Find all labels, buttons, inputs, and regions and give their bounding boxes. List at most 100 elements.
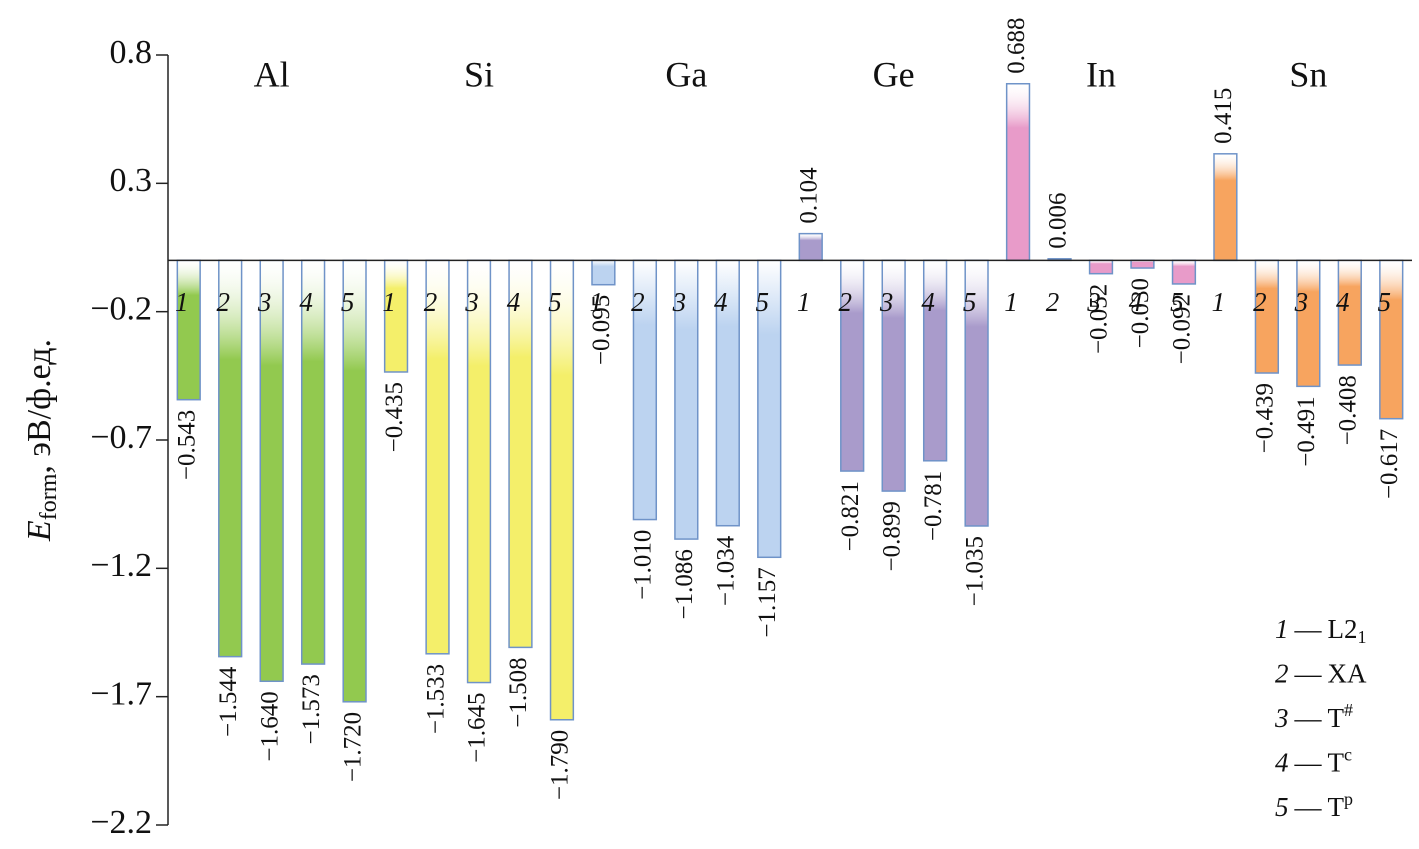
legend-entry: 2— XA bbox=[1275, 659, 1367, 689]
legend-subscript: 1 bbox=[1358, 627, 1367, 647]
bar bbox=[591, 259, 616, 286]
bar-number: 5 bbox=[1170, 287, 1184, 317]
bar bbox=[1379, 259, 1404, 420]
value-label: −1.086 bbox=[671, 549, 698, 619]
legend-separator: — bbox=[1294, 614, 1323, 644]
y-label-subscript: form bbox=[36, 473, 62, 520]
legend-key: 3 bbox=[1274, 703, 1289, 733]
category-label: Al bbox=[254, 54, 290, 94]
legend-name: L2 bbox=[1328, 614, 1358, 644]
legend-name: XA bbox=[1328, 659, 1367, 689]
value-label: −1.034 bbox=[713, 535, 740, 606]
legend-key: 5 bbox=[1275, 792, 1289, 822]
legend-key: 4 bbox=[1275, 748, 1289, 778]
value-label: −1.508 bbox=[505, 657, 532, 727]
value-label: −0.543 bbox=[173, 410, 200, 480]
bar-number: 1 bbox=[590, 287, 604, 317]
bar-number: 4 bbox=[1129, 287, 1143, 317]
value-label: −0.899 bbox=[878, 501, 905, 571]
bar bbox=[466, 259, 492, 684]
bar bbox=[1296, 259, 1321, 388]
category-label: In bbox=[1086, 54, 1116, 94]
bar-number: 5 bbox=[548, 287, 562, 317]
bar bbox=[218, 259, 243, 658]
legend-separator: — bbox=[1294, 748, 1323, 778]
bar-number: 3 bbox=[672, 287, 687, 317]
value-label: 0.006 bbox=[1044, 193, 1071, 249]
value-label: −0.781 bbox=[920, 471, 947, 541]
bar-number: 1 bbox=[1004, 287, 1018, 317]
bar-number: 2 bbox=[216, 287, 230, 317]
value-label: −1.157 bbox=[754, 567, 781, 637]
y-tick-label: −2.2 bbox=[90, 804, 152, 841]
bar-number: 2 bbox=[1046, 287, 1060, 317]
value-label: 0.415 bbox=[1210, 88, 1237, 144]
bar-number: 3 bbox=[464, 287, 479, 317]
value-label: 0.688 bbox=[1003, 17, 1030, 73]
value-label: −0.435 bbox=[381, 382, 408, 452]
y-tick-label: −1.7 bbox=[90, 675, 152, 712]
value-label: −1.573 bbox=[298, 674, 325, 744]
y-tick-label: −0.2 bbox=[90, 290, 152, 327]
legend-superscript: # bbox=[1344, 700, 1353, 720]
bar-number: 5 bbox=[1378, 287, 1392, 317]
bar-number: 2 bbox=[631, 287, 645, 317]
value-label: −0.095 bbox=[588, 295, 615, 365]
bar-number: 3 bbox=[1294, 287, 1309, 317]
bar bbox=[1213, 153, 1238, 262]
bar-number: 5 bbox=[963, 287, 977, 317]
legend-separator: — bbox=[1294, 703, 1323, 733]
legend-name: T bbox=[1328, 792, 1345, 822]
bar bbox=[798, 232, 823, 262]
bar bbox=[1171, 259, 1197, 285]
category-label: Ga bbox=[665, 54, 707, 94]
bar-number: 4 bbox=[921, 287, 935, 317]
value-label: −1.533 bbox=[422, 664, 449, 734]
bar bbox=[1005, 82, 1031, 262]
legend-entry: 4— Tc bbox=[1275, 745, 1352, 778]
bar-number: 4 bbox=[507, 287, 521, 317]
y-axis-label: Eform, эВ/ф.ед. bbox=[21, 339, 62, 542]
bar bbox=[259, 259, 284, 683]
legend-name: T bbox=[1328, 703, 1345, 733]
value-label: −0.491 bbox=[1293, 396, 1320, 466]
legend-entry: 1— L21 bbox=[1275, 614, 1367, 647]
legend-superscript: p bbox=[1344, 789, 1353, 809]
legend-separator: — bbox=[1294, 792, 1323, 822]
bar-number: 1 bbox=[1212, 287, 1226, 317]
value-label: −1.640 bbox=[256, 691, 283, 761]
value-label: −0.408 bbox=[1335, 375, 1362, 445]
bar bbox=[508, 259, 533, 649]
value-label: −0.821 bbox=[837, 481, 864, 551]
bar-number: 4 bbox=[299, 287, 313, 317]
bar-number: 4 bbox=[714, 287, 728, 317]
bar-number: 3 bbox=[1086, 287, 1101, 317]
category-label: Si bbox=[464, 54, 494, 94]
legend-entry: 3— T# bbox=[1274, 700, 1353, 733]
y-tick-label: −0.7 bbox=[90, 419, 152, 456]
value-label: −1.645 bbox=[464, 693, 491, 763]
bar bbox=[1088, 259, 1114, 275]
y-tick-label: −1.2 bbox=[90, 547, 152, 584]
value-label: −0.439 bbox=[1252, 383, 1279, 453]
y-tick-label: 0.3 bbox=[110, 162, 153, 199]
value-label: −0.092 bbox=[1169, 294, 1196, 364]
value-label: −1.720 bbox=[339, 712, 366, 782]
y-tick-label: 0.8 bbox=[110, 34, 153, 71]
bar-number: 5 bbox=[756, 287, 770, 317]
bar-number: 1 bbox=[175, 287, 189, 317]
value-label: −1.010 bbox=[630, 530, 657, 600]
value-label: 0.104 bbox=[795, 167, 822, 224]
y-label-rest: , эВ/ф.ед. bbox=[21, 339, 58, 474]
bar bbox=[300, 259, 326, 665]
bar bbox=[549, 259, 575, 721]
legend-key: 1 bbox=[1275, 614, 1289, 644]
value-label: −0.052 bbox=[1086, 284, 1113, 354]
value-label: −1.790 bbox=[547, 730, 574, 800]
bar-number: 2 bbox=[1253, 287, 1267, 317]
y-label-symbol: E bbox=[21, 520, 58, 542]
bar-number: 4 bbox=[1336, 287, 1350, 317]
legend-name: T bbox=[1328, 748, 1345, 778]
legend-separator: — bbox=[1294, 659, 1323, 689]
